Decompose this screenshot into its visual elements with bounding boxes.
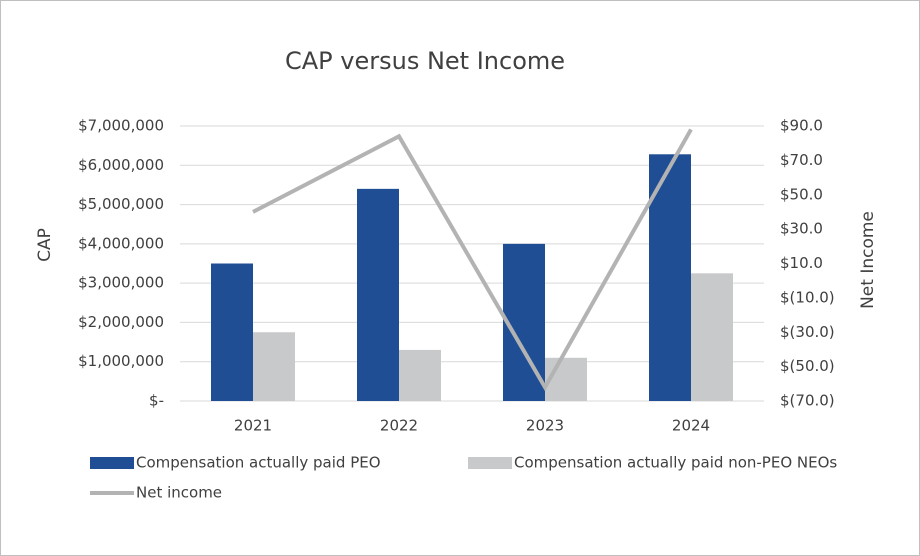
y-tick-label: $-: [149, 392, 164, 410]
chart-title: CAP versus Net Income: [285, 47, 565, 75]
y2-tick-label: $30.0: [780, 220, 823, 238]
y-tick-label: $6,000,000: [78, 156, 164, 174]
x-tick-label: 2023: [526, 417, 564, 435]
y-axis-title: CAP: [35, 228, 55, 262]
bar: [649, 154, 691, 401]
y2-tick-label: $90.0: [780, 117, 823, 135]
y2-tick-label: $50.0: [780, 185, 823, 203]
line: [252, 128, 693, 392]
bar: [691, 273, 733, 401]
y-tick-label: $3,000,000: [78, 274, 164, 292]
bar: [545, 357, 587, 401]
y2-tick-label: $(30.0): [780, 323, 835, 341]
bar: [211, 263, 253, 401]
legend-label: Net income: [136, 484, 222, 502]
y2-tick-label: $(10.0): [780, 288, 835, 306]
bar: [399, 349, 441, 401]
y-tick-label: $7,000,000: [78, 117, 164, 135]
y2-axis-title: Net Income: [858, 211, 878, 309]
y-tick-label: $1,000,000: [78, 352, 164, 370]
y-tick-label: $4,000,000: [78, 234, 164, 252]
y-tick-label: $2,000,000: [78, 313, 164, 331]
y2-tick-label: $(50.0): [780, 357, 835, 375]
legend-label: Compensation actually paid non-PEO NEOs: [514, 454, 837, 472]
bar: [253, 332, 295, 401]
legend-label: Compensation actually paid PEO: [136, 454, 381, 472]
x-tick-label: 2021: [234, 417, 272, 435]
bar: [357, 188, 399, 401]
y2-tick-label: $70.0: [780, 151, 823, 169]
legend-swatch: [468, 457, 512, 469]
x-tick-label: 2024: [672, 417, 710, 435]
y-tick-label: $5,000,000: [78, 195, 164, 213]
x-tick-label: 2022: [380, 417, 418, 435]
y2-tick-label: $10.0: [780, 254, 823, 272]
legend-swatch: [90, 457, 134, 469]
y2-tick-label: $(70.0): [780, 392, 835, 410]
